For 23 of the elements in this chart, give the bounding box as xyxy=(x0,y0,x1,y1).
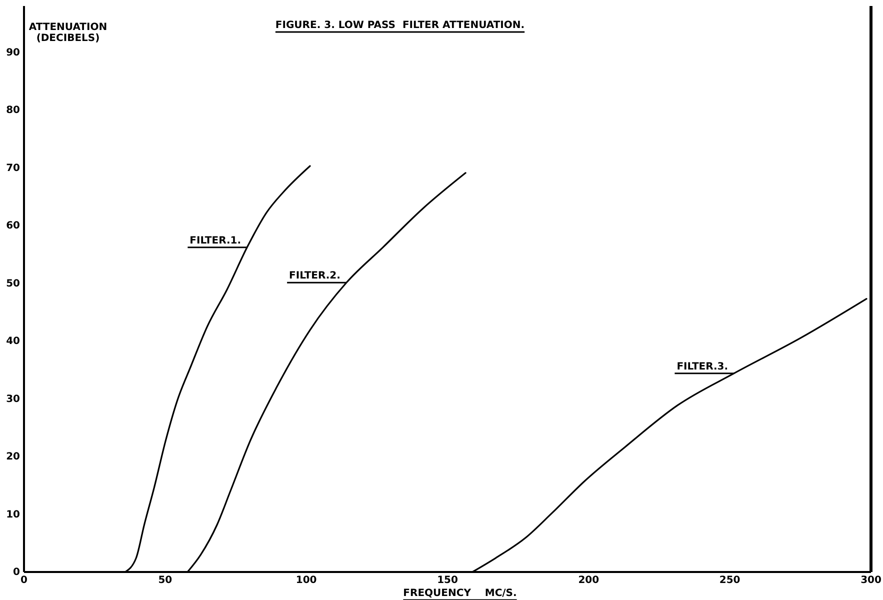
x-tick-label: 250 xyxy=(719,575,740,586)
x-tick-label: 300 xyxy=(860,575,882,586)
y-tick-label: 80 xyxy=(6,105,20,116)
series-label: FILTER.1. xyxy=(190,235,242,246)
y-tick-label: 0 xyxy=(13,567,20,578)
y-tick-label: 50 xyxy=(6,278,20,290)
series-label: FILTER.3. xyxy=(676,361,728,372)
y-tick-label: 60 xyxy=(6,220,20,232)
x-tick-label: 100 xyxy=(296,575,317,586)
series-label: FILTER.2. xyxy=(289,270,340,282)
y-tick-label: 20 xyxy=(6,452,20,463)
x-tick-label: 150 xyxy=(437,575,458,586)
x-tick-label: 50 xyxy=(158,575,172,586)
x-tick-label: 0 xyxy=(20,575,28,586)
x-axis-title: FREQUENCY MC/S. xyxy=(403,588,517,599)
y-tick-label: 10 xyxy=(6,509,20,520)
y-tick-label: 30 xyxy=(6,394,20,405)
x-tick-label: 200 xyxy=(578,575,600,586)
y-tick-label: 70 xyxy=(6,162,20,174)
y-tick-label: 40 xyxy=(6,336,20,348)
y-tick-label: 90 xyxy=(6,47,20,58)
text: FIGURE. 3. LOW PASS FILTER ATTENUATION. xyxy=(275,20,525,31)
y-axis-title: ATTENUATION (DECIBELS) xyxy=(28,22,108,44)
